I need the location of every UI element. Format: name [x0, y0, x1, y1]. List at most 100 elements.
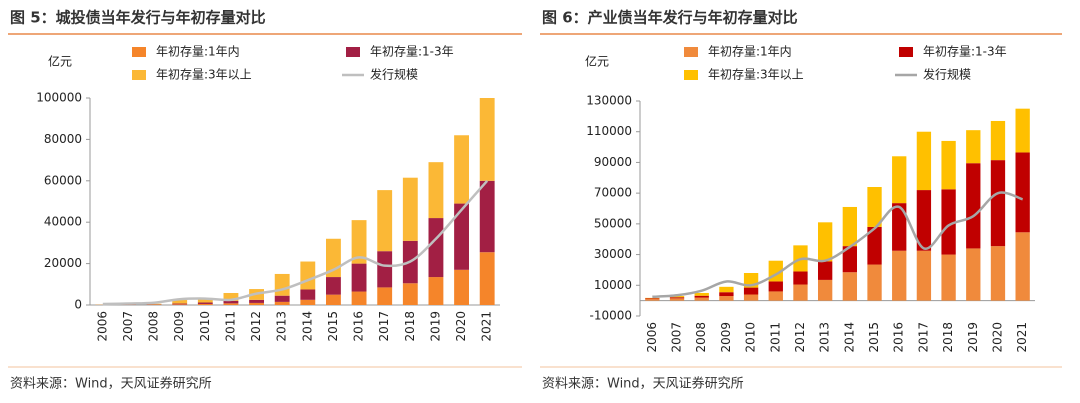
bar-segment [867, 226, 882, 265]
x-tick-label: 2006 [95, 311, 109, 342]
bar-segment [941, 189, 956, 255]
bar-segment [377, 190, 393, 252]
bar-segment [892, 203, 907, 251]
bar-segment [300, 261, 316, 290]
bar-segment [454, 269, 469, 305]
line-series [102, 179, 489, 306]
source-note: 资料来源：Wind，天风证券研究所 [542, 376, 744, 392]
bar-segment [941, 254, 956, 301]
bar-segment [694, 295, 709, 298]
bar-segment [645, 299, 660, 301]
x-tick-label: 2015 [867, 322, 881, 353]
x-tick-label: 2021 [1015, 322, 1029, 353]
y-tick-label: -10000 [589, 309, 632, 323]
legend-swatch [132, 47, 146, 57]
bar-segment [990, 120, 1006, 161]
bar-segment [966, 163, 981, 249]
bar-segment [1015, 232, 1030, 301]
bar-segment [669, 297, 685, 299]
legend-label: 发行规模 [370, 67, 418, 82]
x-tick-label: 2018 [941, 322, 955, 353]
bar-segment [428, 218, 444, 278]
bar-segment [479, 98, 495, 181]
x-tick-label: 2007 [121, 311, 135, 342]
bar-segment [326, 294, 341, 305]
bar-segment [793, 271, 808, 285]
y-tick-label: 70000 [594, 186, 632, 200]
legend-label: 发行规模 [923, 67, 971, 82]
bar-segment [428, 162, 444, 219]
legend-swatch [684, 47, 698, 57]
y-tick-label: 40000 [44, 215, 82, 229]
legend-label: 年初存量:1-3年 [370, 45, 454, 59]
x-tick-label: 2010 [198, 311, 212, 342]
bar-segment [817, 222, 833, 262]
x-tick-label: 2009 [719, 322, 733, 353]
bar-segment [274, 301, 290, 305]
bar-segment [351, 263, 367, 292]
bar-segment [793, 284, 808, 301]
x-tick-label: 2012 [793, 322, 807, 353]
x-tick-label: 2008 [694, 322, 708, 353]
x-tick-label: 2006 [645, 322, 659, 353]
x-tick-label: 2009 [172, 311, 186, 342]
x-tick-label: 2011 [768, 322, 782, 353]
bar-segment [916, 190, 932, 251]
x-tick-label: 2016 [892, 322, 906, 353]
x-tick-label: 2013 [275, 311, 289, 342]
bar-segment [842, 206, 858, 247]
bar-segment [892, 156, 907, 204]
source-note: 资料来源：Wind，天风证券研究所 [10, 376, 212, 392]
bar-segment [454, 203, 469, 270]
y-tick-label: 30000 [594, 247, 632, 261]
x-tick-label: 2008 [147, 311, 161, 342]
bar-segment [719, 296, 734, 301]
x-tick-label: 2013 [818, 322, 832, 353]
bar-segment [402, 283, 418, 305]
y-tick-label: 110000 [586, 124, 632, 138]
x-tick-label: 2021 [480, 311, 494, 342]
chart-title: 图 6：产业债当年发行与年初存量对比 [542, 9, 798, 27]
x-tick-label: 2011 [223, 311, 237, 342]
bar-segment [842, 272, 858, 301]
bar-segment [916, 250, 932, 301]
legend-label: 年初存量:3年以上 [708, 68, 804, 82]
y-tick-label: 100000 [36, 91, 82, 105]
bar-segment [867, 187, 882, 227]
x-tick-label: 2016 [352, 311, 366, 342]
bar-segment [669, 298, 685, 301]
x-tick-label: 2020 [454, 311, 468, 342]
legend-swatch [899, 47, 913, 57]
bar-segment [172, 300, 188, 304]
bar-segment [941, 140, 956, 190]
y-tick-label: 0 [74, 298, 82, 312]
x-tick-label: 2014 [842, 322, 856, 353]
y-tick-label: 10000 [594, 278, 632, 292]
y-tick-label: 130000 [586, 94, 632, 108]
bar-segment [990, 160, 1006, 247]
y-tick-label: 50000 [594, 216, 632, 230]
line-series [652, 191, 1024, 299]
bar-segment [719, 286, 734, 293]
bar-segment [274, 295, 290, 302]
y-tick-label: 90000 [594, 155, 632, 169]
y-tick-label: 20000 [44, 256, 82, 270]
bar-segment [146, 303, 162, 305]
legend-swatch [132, 70, 146, 80]
bar-segment [1015, 108, 1030, 153]
bar-segment [966, 130, 981, 164]
bar-segment [197, 303, 213, 305]
y-tick-label: 60000 [44, 173, 82, 187]
y-tick-label: 80000 [44, 132, 82, 146]
bar-segment [249, 299, 264, 303]
x-tick-label: 2012 [249, 311, 263, 342]
bar-segment [768, 291, 783, 301]
bar-segment [377, 251, 393, 288]
bar-segment [172, 304, 188, 305]
bar-segment [172, 303, 188, 305]
x-tick-label: 2019 [966, 322, 980, 353]
x-tick-label: 2010 [744, 322, 758, 353]
bar-segment [892, 250, 907, 301]
bar-segment [223, 300, 239, 304]
